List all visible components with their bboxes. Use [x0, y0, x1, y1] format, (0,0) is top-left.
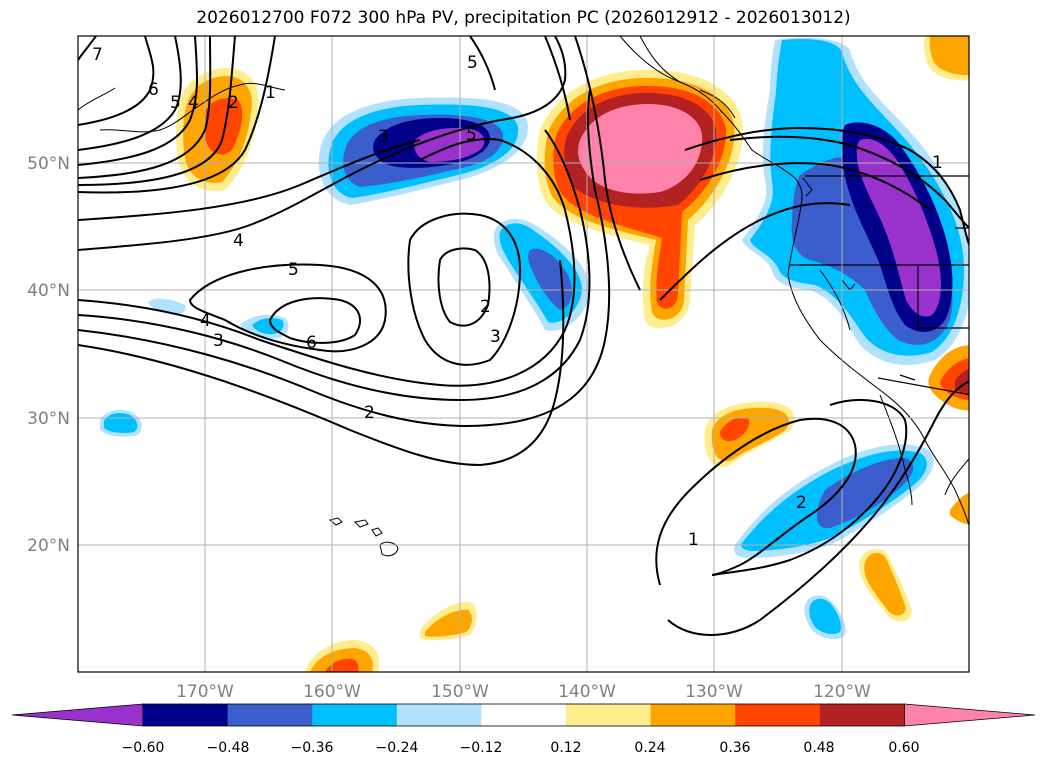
lon-label: 160°W [303, 682, 361, 702]
colorbar-cell [481, 704, 567, 726]
contour-label: 2 [480, 297, 491, 317]
colorbar-tick-label: 0.24 [634, 740, 665, 756]
gridlines [78, 36, 969, 672]
colorbar-tick-labels: −0.60 −0.48 −0.36 −0.24 −0.12 0.12 0.24 … [122, 740, 920, 756]
lat-label: 30°N [27, 409, 70, 429]
lat-label: 50°N [27, 154, 70, 174]
contour-label: 5 [467, 53, 478, 73]
borders [790, 175, 969, 396]
lon-label: 170°W [176, 682, 234, 702]
map-frame [77, 35, 970, 673]
longitude-labels: 170°W 160°W 150°W 140°W 130°W 120°W [176, 682, 871, 702]
colorbar-cell [650, 704, 736, 726]
colorbar-extend-low [11, 703, 144, 727]
colorbar-cell [143, 704, 229, 726]
contour-label: 5 [170, 93, 181, 113]
colorbar-tick-label: 0.36 [719, 740, 750, 756]
colorbar-cell [227, 704, 313, 726]
colorbar-cell [819, 704, 905, 726]
lon-label: 130°W [685, 682, 743, 702]
colorbar-cell [396, 704, 482, 726]
map-panel: 7 6 5 4 2 1 3 5 5 4 5 2 3 4 3 6 2 1 2 1 [78, 36, 969, 672]
colorbar-extend-high [904, 703, 1036, 727]
lat-label: 40°N [27, 281, 70, 301]
colorbar-cell [312, 704, 398, 726]
colorbar-cell [566, 704, 652, 726]
contour-label: 5 [288, 260, 299, 280]
contour-label: 3 [213, 331, 224, 351]
colorbar-tick-label: 0.60 [888, 740, 919, 756]
contour-label: 2 [364, 403, 375, 423]
contour-label: 7 [92, 45, 103, 65]
contour-label: 4 [200, 311, 211, 331]
contour-label: 6 [148, 80, 159, 100]
contour-label: 3 [378, 127, 389, 147]
colorbar-tick-label: −0.48 [207, 740, 250, 756]
colorbar-frame [142, 703, 905, 727]
lon-label: 150°W [431, 682, 489, 702]
colorbar-tick-label: −0.12 [460, 740, 503, 756]
contour-label: 2 [796, 493, 807, 513]
contour-label: 3 [490, 327, 501, 347]
pv-contours [78, 36, 969, 636]
contour-label: 2 [228, 93, 239, 113]
colorbar-tick-label: 0.12 [550, 740, 581, 756]
contour-label: 1 [265, 83, 276, 103]
map-title: 2026012700 F072 300 hPa PV, precipitatio… [196, 8, 851, 28]
contour-label: 1 [688, 530, 699, 550]
contour-label: 1 [932, 153, 943, 173]
colorbar-cells [11, 703, 1036, 727]
colorbar-tick-label: −0.36 [291, 740, 334, 756]
latitude-labels: 50°N 40°N 30°N 20°N [27, 154, 70, 556]
lon-label: 120°W [813, 682, 871, 702]
contour-label: 5 [466, 125, 477, 145]
contour-label: 4 [233, 231, 244, 251]
colorbar-cell [735, 704, 821, 726]
lat-label: 20°N [27, 536, 70, 556]
pv-contour-labels: 7 6 5 4 2 1 3 5 5 4 5 2 3 4 3 6 2 1 2 1 [92, 45, 943, 550]
colorbar-tick-label: −0.24 [376, 740, 419, 756]
colorbar-tick-label: −0.60 [122, 740, 165, 756]
lon-label: 140°W [558, 682, 616, 702]
colorbar: −0.60 −0.48 −0.36 −0.24 −0.12 0.12 0.24 … [11, 703, 1036, 756]
contour-label: 6 [306, 333, 317, 353]
contour-label: 4 [188, 93, 199, 113]
colorbar-tick-label: 0.48 [803, 740, 834, 756]
